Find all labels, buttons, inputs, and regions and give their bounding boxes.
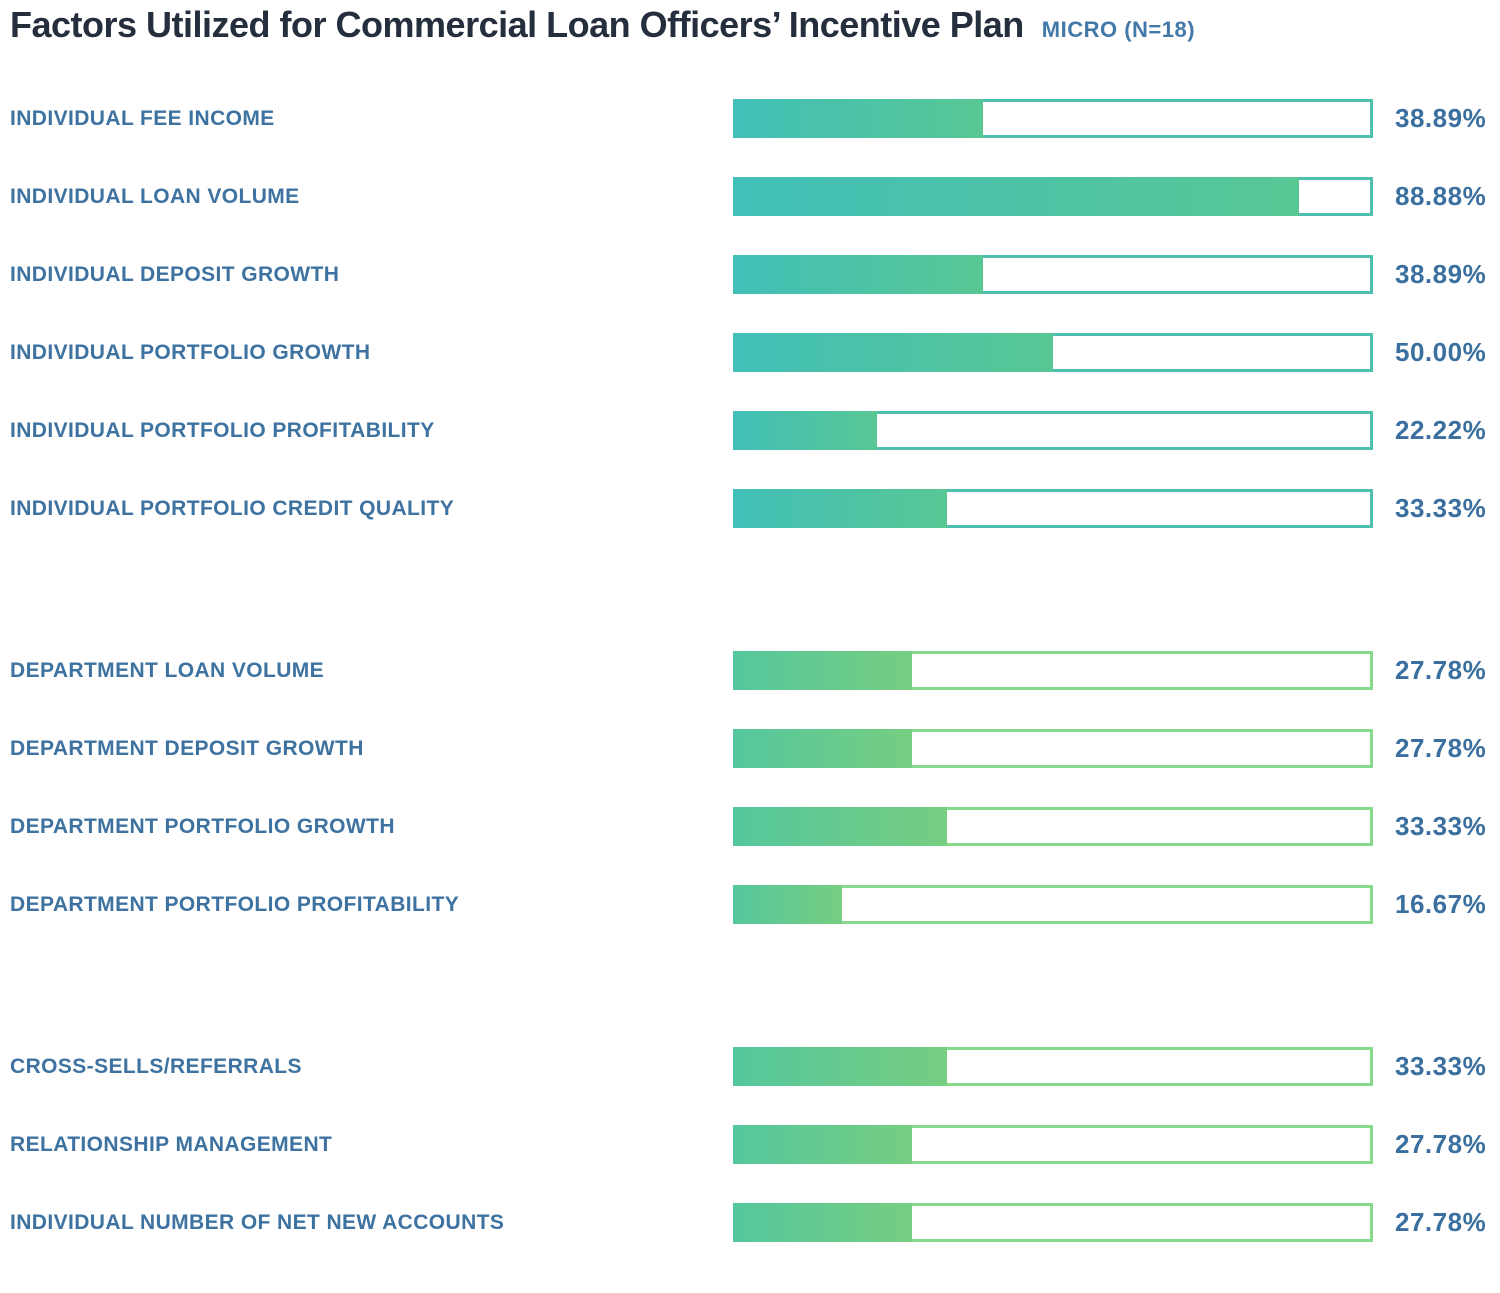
page-title: Factors Utilized for Commercial Loan Off… (10, 4, 1024, 45)
bar-fill (733, 1203, 913, 1242)
bar-value: 16.67% (1395, 889, 1487, 919)
row-label: RELATIONSHIP MANAGEMENT (10, 1132, 333, 1156)
bar-group-department-factors: DEPARTMENT LOAN VOLUME 27.78% DEPARTMENT… (10, 651, 1500, 924)
bar-row: RELATIONSHIP MANAGEMENT 27.78% (10, 1125, 1500, 1164)
bar-value: 27.78% (1395, 733, 1487, 763)
bar-group-other-factors: CROSS-SELLS/REFERRALS 33.33% RELATIONSHI… (10, 1047, 1500, 1242)
bar-fill (733, 729, 913, 768)
bar-fill (733, 651, 913, 690)
bar-row: DEPARTMENT PORTFOLIO PROFITABILITY 16.67… (10, 885, 1500, 924)
row-label: INDIVIDUAL PORTFOLIO GROWTH (10, 340, 371, 364)
chart-header: Factors Utilized for Commercial Loan Off… (10, 4, 1500, 48)
bar-row: INDIVIDUAL PORTFOLIO PROFITABILITY 22.22… (10, 411, 1500, 450)
bar-track (733, 99, 1373, 138)
bar-value: 33.33% (1395, 811, 1487, 841)
bar-track (733, 729, 1373, 768)
bar-value: 38.89% (1395, 259, 1487, 289)
bar-value: 88.88% (1395, 181, 1487, 211)
bar-fill (733, 411, 877, 450)
row-label: CROSS-SELLS/REFERRALS (10, 1054, 302, 1078)
bar-fill (733, 489, 948, 528)
bar-row: DEPARTMENT LOAN VOLUME 27.78% (10, 651, 1500, 690)
bar-fill (733, 1047, 948, 1086)
bar-value: 33.33% (1395, 493, 1487, 523)
bar-row: CROSS-SELLS/REFERRALS 33.33% (10, 1047, 1500, 1086)
row-label: DEPARTMENT LOAN VOLUME (10, 658, 325, 682)
row-label: DEPARTMENT PORTFOLIO GROWTH (10, 814, 395, 838)
bar-fill (733, 177, 1300, 216)
bar-row: INDIVIDUAL DEPOSIT GROWTH 38.89% (10, 255, 1500, 294)
row-label: INDIVIDUAL DEPOSIT GROWTH (10, 262, 340, 286)
chart-groups: INDIVIDUAL FEE INCOME 38.89% INDIVIDUAL … (10, 99, 1500, 1242)
chart-page: Factors Utilized for Commercial Loan Off… (10, 4, 1500, 1242)
row-label: DEPARTMENT DEPOSIT GROWTH (10, 736, 364, 760)
bar-value: 27.78% (1395, 1129, 1487, 1159)
row-label: INDIVIDUAL LOAN VOLUME (10, 184, 300, 208)
row-label: INDIVIDUAL PORTFOLIO CREDIT QUALITY (10, 496, 455, 520)
row-label: INDIVIDUAL FEE INCOME (10, 106, 275, 130)
bar-row: INDIVIDUAL LOAN VOLUME 88.88% (10, 177, 1500, 216)
bar-value: 33.33% (1395, 1051, 1487, 1081)
bar-row: INDIVIDUAL FEE INCOME 38.89% (10, 99, 1500, 138)
bar-fill (733, 255, 983, 294)
bar-track (733, 333, 1373, 372)
bar-fill (733, 1125, 913, 1164)
bar-track (733, 177, 1373, 216)
bar-row: DEPARTMENT PORTFOLIO GROWTH 33.33% (10, 807, 1500, 846)
bar-fill (733, 333, 1053, 372)
bar-track (733, 1047, 1373, 1086)
bar-track (733, 489, 1373, 528)
bar-fill (733, 885, 842, 924)
row-label: INDIVIDUAL NUMBER OF NET NEW ACCOUNTS (10, 1210, 505, 1234)
bar-track (733, 807, 1373, 846)
bar-track (733, 1203, 1373, 1242)
bar-row: INDIVIDUAL NUMBER OF NET NEW ACCOUNTS 27… (10, 1203, 1500, 1242)
bar-row: INDIVIDUAL PORTFOLIO CREDIT QUALITY 33.3… (10, 489, 1500, 528)
bar-row: INDIVIDUAL PORTFOLIO GROWTH 50.00% (10, 333, 1500, 372)
row-label: DEPARTMENT PORTFOLIO PROFITABILITY (10, 892, 460, 916)
bar-group-individual-factors: INDIVIDUAL FEE INCOME 38.89% INDIVIDUAL … (10, 99, 1500, 528)
bar-track (733, 255, 1373, 294)
row-label: INDIVIDUAL PORTFOLIO PROFITABILITY (10, 418, 435, 442)
bar-value: 22.22% (1395, 415, 1487, 445)
sample-size-badge: MICRO (N=18) (1041, 17, 1196, 42)
bar-track (733, 885, 1373, 924)
bar-row: DEPARTMENT DEPOSIT GROWTH 27.78% (10, 729, 1500, 768)
bar-track (733, 411, 1373, 450)
bar-value: 27.78% (1395, 1207, 1487, 1237)
bar-track (733, 1125, 1373, 1164)
bar-value: 50.00% (1395, 337, 1487, 367)
bar-value: 27.78% (1395, 655, 1487, 685)
bar-fill (733, 99, 983, 138)
bar-value: 38.89% (1395, 103, 1487, 133)
bar-track (733, 651, 1373, 690)
bar-fill (733, 807, 948, 846)
